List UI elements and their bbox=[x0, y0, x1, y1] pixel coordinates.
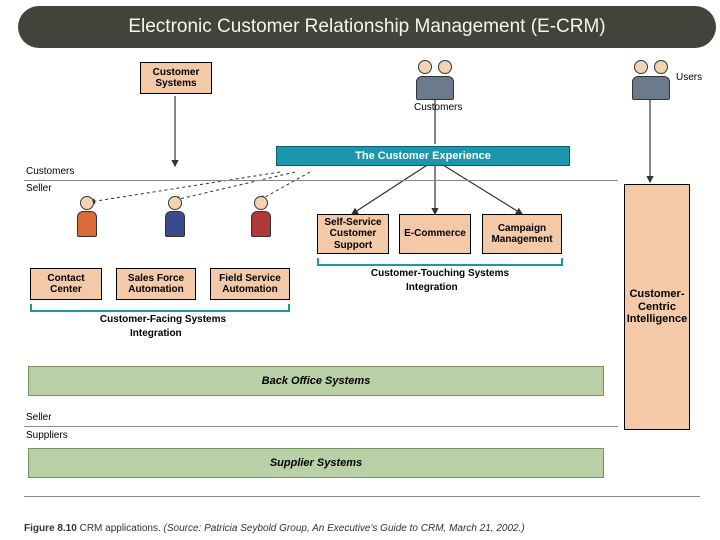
seller-row2-label: Seller bbox=[26, 412, 52, 423]
campaign-label: CampaignManagement bbox=[491, 223, 552, 246]
field-service-box: Field ServiceAutomation bbox=[210, 268, 290, 300]
caption-divider bbox=[24, 496, 700, 497]
back-office-label: Back Office Systems bbox=[262, 375, 371, 387]
field-service-label: Field ServiceAutomation bbox=[219, 273, 281, 296]
figure-source-prefix: (Source: bbox=[164, 523, 202, 534]
figure-title: CRM applications. bbox=[80, 523, 161, 534]
slide-title: Electronic Customer Relationship Managem… bbox=[128, 16, 605, 38]
customer-systems-label: CustomerSystems bbox=[153, 67, 200, 90]
campaign-box: CampaignManagement bbox=[482, 214, 562, 254]
sales-force-label: Sales ForceAutomation bbox=[128, 273, 184, 296]
users-label: Users bbox=[676, 72, 702, 83]
seller-person-2-icon bbox=[160, 196, 190, 242]
figure-source-date: March 21, 2002.) bbox=[449, 523, 525, 534]
supplier-systems-label: Supplier Systems bbox=[270, 457, 362, 469]
users-icon bbox=[628, 60, 674, 100]
customers-icon bbox=[412, 60, 458, 100]
facing-bracket-label: Customer-Facing Systems bbox=[78, 314, 248, 325]
contact-center-box: ContactCenter bbox=[30, 268, 102, 300]
self-service-label: Self-ServiceCustomerSupport bbox=[324, 217, 381, 252]
customer-centric-box: Customer-CentricIntelligence bbox=[624, 184, 690, 430]
customers-row-label: Customers bbox=[26, 166, 74, 177]
suppliers-row-label: Suppliers bbox=[26, 430, 68, 441]
figure-source: Patricia Seybold Group, An Executive's G… bbox=[204, 523, 446, 534]
ecommerce-box: E-Commerce bbox=[399, 214, 471, 254]
seller-person-3-icon bbox=[246, 196, 276, 242]
customer-experience-label: The Customer Experience bbox=[355, 150, 491, 162]
touching-bracket-label: Customer-Touching Systems bbox=[346, 268, 534, 279]
touching-bracket bbox=[317, 258, 563, 266]
customers-label: Customers bbox=[414, 102, 462, 113]
touching-integration-label: Integration bbox=[406, 282, 458, 293]
diagram-canvas: CustomerSystems Customers Users The Cust… bbox=[0, 52, 720, 540]
customer-experience-bar: The Customer Experience bbox=[276, 146, 570, 166]
customer-centric-label: Customer-CentricIntelligence bbox=[627, 288, 688, 326]
figure-number: Figure 8.10 bbox=[24, 523, 77, 534]
seller-row-label: Seller bbox=[26, 183, 52, 194]
slide-title-bar: Electronic Customer Relationship Managem… bbox=[18, 6, 716, 48]
customer-systems-box: CustomerSystems bbox=[140, 62, 212, 94]
divider-seller-suppliers bbox=[24, 426, 618, 427]
ecommerce-label: E-Commerce bbox=[404, 228, 466, 240]
figure-caption: Figure 8.10 CRM applications. (Source: P… bbox=[24, 523, 525, 534]
facing-integration-label: Integration bbox=[130, 328, 182, 339]
self-service-box: Self-ServiceCustomerSupport bbox=[317, 214, 389, 254]
seller-person-1-icon bbox=[72, 196, 102, 242]
sales-force-box: Sales ForceAutomation bbox=[116, 268, 196, 300]
divider-customers-seller bbox=[24, 180, 618, 181]
back-office-bar: Back Office Systems bbox=[28, 366, 604, 396]
facing-bracket bbox=[30, 304, 290, 312]
contact-center-label: ContactCenter bbox=[47, 273, 84, 296]
supplier-systems-bar: Supplier Systems bbox=[28, 448, 604, 478]
